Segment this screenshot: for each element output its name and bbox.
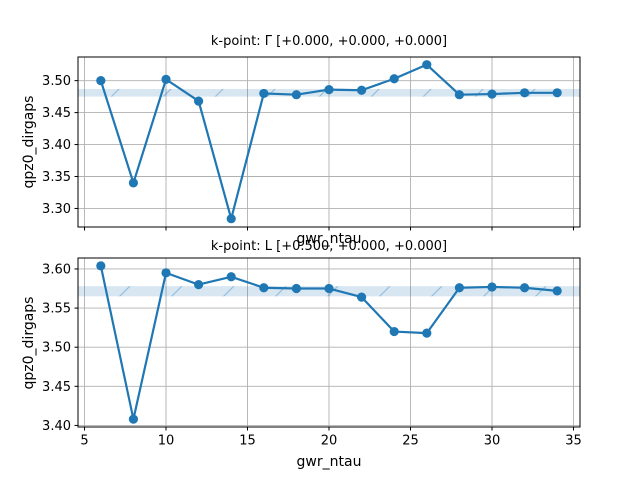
ticks: 5 10 15 20 25 30 35 3.40 3.45 3.50 3.55 3.60 — [42, 262, 582, 448]
data-point — [226, 272, 236, 282]
data-point — [552, 88, 562, 98]
data-point — [291, 283, 302, 294]
data-point — [194, 96, 204, 106]
figure-labels: k-point: Γ [+0.000, +0.000, +0.000] gwr_… — [21, 34, 447, 470]
bottom-subplot-yaxis-label: qpz0_dirgaps — [21, 297, 37, 390]
x-tick-label: 20 — [321, 434, 338, 449]
bottom-subplot-xaxis-label: gwr_ntau — [297, 454, 362, 470]
data-point — [422, 60, 432, 70]
y-tick-label: 3.50 — [42, 341, 71, 356]
data-point — [487, 89, 497, 99]
data-point — [324, 84, 334, 95]
top-subplot-xaxis-label: gwr_ntau — [297, 231, 362, 247]
data-point — [324, 283, 334, 294]
grid — [78, 57, 580, 227]
x-tick-label: 15 — [239, 434, 256, 449]
data-point — [519, 88, 530, 98]
data-point — [356, 292, 367, 302]
y-tick-label: 3.60 — [42, 262, 71, 277]
plot-areas: 3.30 3.35 3.40 3.45 3.50 5 10 15 20 25 30 35 3.40 3.4… — [42, 56, 582, 449]
data-point — [519, 283, 530, 293]
subplot-bottom: 5 10 15 20 25 30 35 3.40 3.45 3.50 3.55 3.60 — [42, 257, 582, 449]
y-tick-label: 3.45 — [42, 380, 71, 395]
data-point — [454, 283, 464, 293]
x-tick-label: 10 — [158, 434, 175, 449]
data-point — [389, 74, 399, 84]
data-point — [128, 178, 139, 188]
data-point — [389, 326, 399, 337]
x-tick-label: 30 — [484, 434, 501, 449]
data-point — [128, 414, 139, 424]
data-point — [226, 214, 236, 224]
data-point — [356, 85, 367, 95]
subplot-top: 3.30 3.35 3.40 3.45 3.50 — [42, 56, 581, 231]
data-point — [454, 90, 464, 100]
y-tick-label: 3.40 — [42, 419, 71, 434]
y-tick-label: 3.55 — [42, 302, 71, 317]
data-point — [487, 282, 497, 292]
data-point — [96, 261, 106, 271]
data-point — [259, 283, 269, 293]
bottom-subplot-title: k-point: L [+0.500, +0.000, +0.000] — [211, 239, 447, 254]
y-tick-label: 3.35 — [42, 170, 71, 185]
x-tick-label: 5 — [80, 434, 88, 449]
data-point — [161, 74, 171, 84]
data-point — [291, 90, 302, 100]
grid — [78, 258, 580, 427]
y-tick-label: 3.45 — [42, 106, 71, 121]
y-tick-label: 3.30 — [42, 202, 71, 217]
data-point — [96, 76, 106, 86]
ticks: 3.30 3.35 3.40 3.45 3.50 — [42, 74, 574, 231]
data-point — [259, 88, 269, 99]
y-tick-label: 3.40 — [42, 138, 71, 153]
data-point — [161, 268, 171, 278]
top-subplot-yaxis-label: qpz0_dirgaps — [21, 96, 37, 189]
y-tick-label: 3.50 — [42, 74, 71, 89]
top-subplot-title: k-point: Γ [+0.000, +0.000, +0.000] — [211, 34, 447, 49]
x-tick-label: 35 — [565, 434, 582, 449]
x-tick-label: 25 — [402, 434, 419, 449]
data-point — [552, 286, 562, 296]
data-point — [422, 328, 432, 338]
data-point — [194, 280, 204, 290]
